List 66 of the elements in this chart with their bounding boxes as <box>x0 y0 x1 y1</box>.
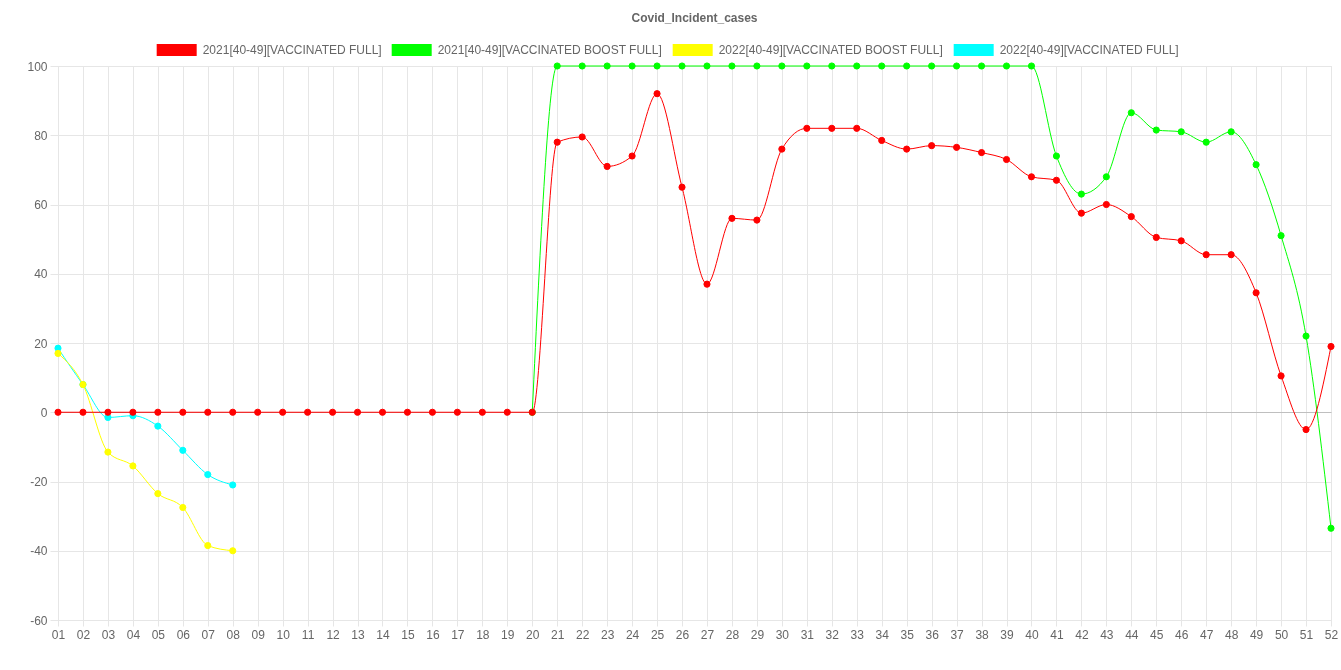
x-tick-label: 27 <box>700 627 715 642</box>
x-tick-label: 25 <box>650 627 665 642</box>
y-tick-label: 0 <box>40 405 48 420</box>
x-tick-label: 34 <box>875 627 890 642</box>
legend-label: 2021[40-49][VACCINATED BOOST FULL] <box>437 43 662 57</box>
x-tick-label: 18 <box>476 627 490 642</box>
x-tick-label: 03 <box>101 627 116 642</box>
x-tick-label: 04 <box>126 627 141 642</box>
x-tick-label: 16 <box>426 627 440 642</box>
x-tick-label: 52 <box>1324 627 1339 642</box>
x-tick-label: 24 <box>625 627 640 642</box>
y-tick-label: 60 <box>34 198 48 212</box>
x-tick-label: 12 <box>326 627 341 642</box>
chart-title: Covid_Incident_cases <box>631 11 758 25</box>
x-tick-label: 23 <box>600 627 615 642</box>
legend-label: 2022[40-49][VACCINATED FULL] <box>999 43 1179 57</box>
x-tick-label: 15 <box>401 627 415 642</box>
x-tick-label: 01 <box>51 627 66 642</box>
x-tick-label: 21 <box>551 627 565 642</box>
x-tick-label: 39 <box>1000 627 1014 642</box>
x-tick-label: 51 <box>1299 627 1314 642</box>
x-tick-label: 10 <box>276 627 291 642</box>
y-tick-label: 100 <box>27 59 48 74</box>
x-tick-label: 22 <box>576 627 590 642</box>
legend-label: 2022[40-49][VACCINATED BOOST FULL] <box>718 43 943 57</box>
x-tick-label: 32 <box>825 627 840 642</box>
y-tick-label: 80 <box>34 128 48 143</box>
x-tick-label: 35 <box>900 627 915 642</box>
x-tick-label: 06 <box>176 627 191 642</box>
x-tick-label: 46 <box>1175 627 1189 642</box>
y-tick-label: 40 <box>34 267 48 282</box>
legend-label: 2021[40-49][VACCINATED FULL] <box>202 43 382 57</box>
x-tick-label: 26 <box>675 627 690 642</box>
x-tick-label: 20 <box>526 627 540 642</box>
x-tick-label: 30 <box>775 627 790 642</box>
x-tick-label: 29 <box>750 627 765 642</box>
x-tick-label: 47 <box>1200 627 1214 642</box>
x-tick-label: 05 <box>151 627 166 642</box>
x-tick-label: 38 <box>975 627 990 642</box>
x-tick-label: 09 <box>251 627 266 642</box>
x-tick-label: 42 <box>1075 627 1089 642</box>
x-tick-label: 31 <box>800 627 815 642</box>
y-tick-label: -20 <box>30 475 48 489</box>
y-tick-label: 20 <box>34 336 48 351</box>
x-tick-label: 19 <box>501 627 515 642</box>
x-tick-label: 40 <box>1025 627 1039 642</box>
x-tick-label: 28 <box>725 627 740 642</box>
x-tick-label: 11 <box>301 627 315 642</box>
x-tick-label: 50 <box>1274 627 1289 642</box>
y-tick-label: -40 <box>30 544 48 559</box>
y-tick-label: -60 <box>30 613 48 628</box>
x-tick-label: 43 <box>1100 627 1114 642</box>
x-tick-label: 41 <box>1050 627 1064 642</box>
x-tick-label: 37 <box>950 627 965 642</box>
x-tick-label: 48 <box>1224 627 1239 642</box>
x-tick-label: 36 <box>925 627 940 642</box>
x-tick-label: 08 <box>226 627 241 642</box>
x-tick-label: 14 <box>376 627 390 642</box>
x-tick-label: 07 <box>201 627 216 642</box>
x-tick-label: 45 <box>1150 627 1164 642</box>
x-tick-label: 02 <box>76 627 91 642</box>
x-tick-label: 13 <box>351 627 366 642</box>
x-tick-label: 33 <box>850 627 865 642</box>
x-tick-label: 49 <box>1249 627 1264 642</box>
x-tick-label: 44 <box>1125 627 1139 642</box>
x-tick-label: 17 <box>451 627 465 642</box>
